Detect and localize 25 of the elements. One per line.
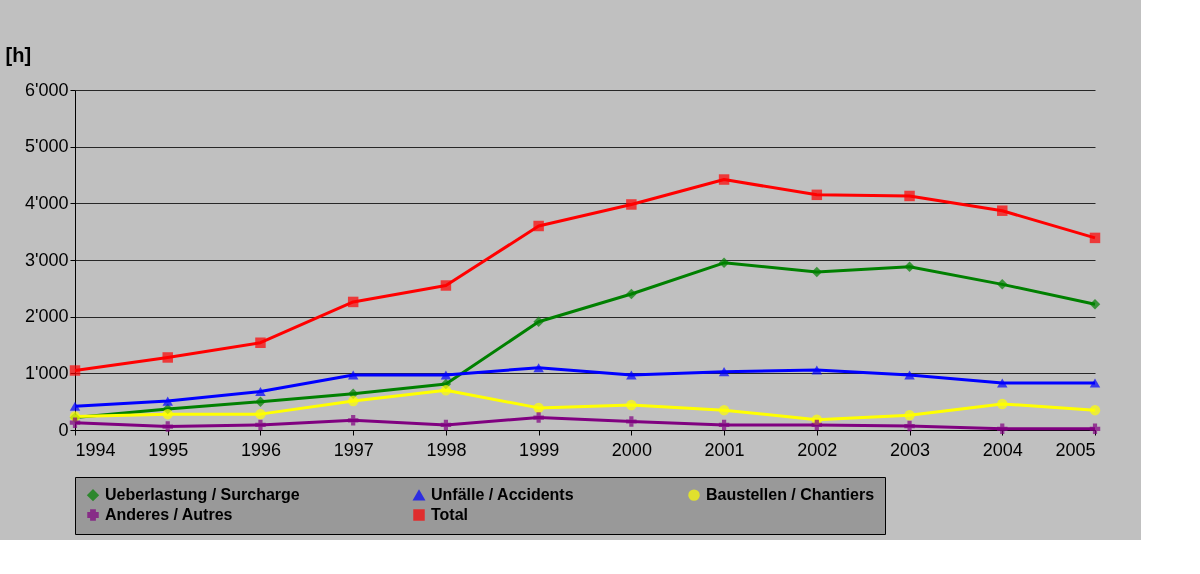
- x-tick-label: 1998: [426, 439, 467, 460]
- x-tick-label: 1995: [148, 439, 189, 460]
- x-tick-label: 2001: [704, 439, 745, 460]
- x-tick-label: 1999: [519, 439, 560, 460]
- y-tick-label: 2'000: [25, 306, 69, 327]
- legend-label: Baustellen / Chantiers: [706, 486, 875, 504]
- y-tick-label: 4'000: [25, 192, 69, 213]
- x-tick-label: 2000: [611, 439, 652, 460]
- legend-label: Total: [431, 506, 469, 523]
- x-tick-label: 2003: [890, 439, 931, 460]
- y-tick-label: 6'000: [25, 79, 69, 100]
- y-axis-title: [h]: [5, 43, 32, 66]
- legend-label: Unfälle / Accidents: [431, 486, 574, 504]
- x-tick-label: 2002: [797, 439, 838, 460]
- x-tick-label: 1997: [333, 439, 374, 460]
- y-tick-label: 3'000: [25, 249, 69, 270]
- x-tick-label: 2005: [1055, 439, 1096, 460]
- legend-label: Anderes / Autres: [105, 506, 233, 523]
- x-tick-label: 2004: [982, 439, 1023, 460]
- legend-label: Ueberlastung / Surcharge: [105, 486, 300, 504]
- y-tick-label: 1'000: [25, 362, 69, 383]
- y-tick-label: 0: [58, 419, 69, 440]
- y-tick-label: 5'000: [25, 136, 69, 157]
- x-tick-label: 1994: [75, 439, 116, 460]
- x-tick-label: 1996: [240, 439, 281, 460]
